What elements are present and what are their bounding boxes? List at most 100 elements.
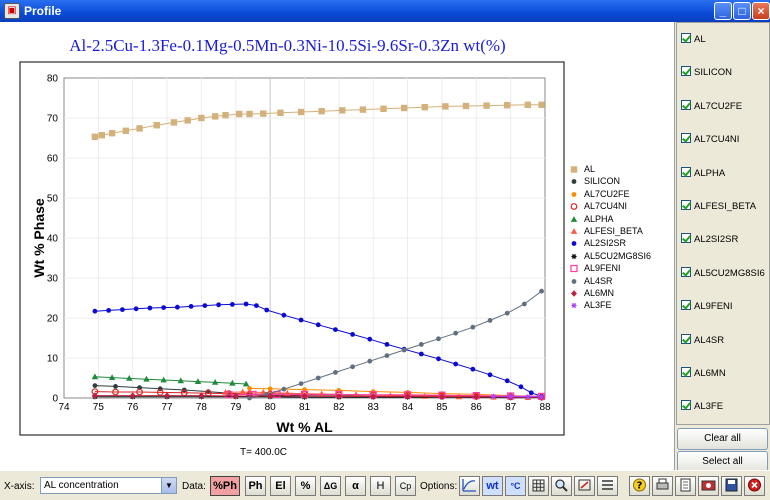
clear-all-button[interactable]: Clear all xyxy=(677,428,768,450)
gibbs-button[interactable]: ΔG xyxy=(320,476,341,496)
minimize-button[interactable]: _ xyxy=(714,2,732,20)
checkbox[interactable] xyxy=(681,400,691,411)
data-point xyxy=(380,105,387,112)
xaxis-select[interactable]: AL concentration ▼ xyxy=(40,477,177,494)
checkbox[interactable] xyxy=(681,333,691,344)
y-tick-label: 70 xyxy=(47,114,59,125)
series-al2si2sr xyxy=(92,301,544,399)
copy-icon[interactable] xyxy=(675,476,696,496)
data-point xyxy=(254,303,259,308)
checkbox[interactable] xyxy=(681,133,691,144)
phase-checkbox-item[interactable]: AL9FENI xyxy=(681,300,767,314)
checkbox[interactable] xyxy=(681,66,691,77)
save-icon[interactable] xyxy=(721,476,742,496)
phase-button[interactable]: Ph xyxy=(245,476,266,496)
xaxis-label: X-axis: xyxy=(4,481,35,492)
plot-panel: Al-2.5Cu-1.3Fe-0.1Mg-0.5Mn-0.3Ni-10.5Si-… xyxy=(0,22,675,470)
exit-icon[interactable] xyxy=(744,476,765,496)
data-point xyxy=(302,387,307,392)
phase-checkbox-item[interactable]: ALPHA xyxy=(681,166,767,181)
app-icon: ▣ xyxy=(4,3,20,19)
data-point xyxy=(136,125,143,132)
export-icon[interactable] xyxy=(698,476,719,496)
legend-item: SILICON xyxy=(566,175,671,187)
phase-checkbox-item[interactable]: AL4SR xyxy=(681,333,767,348)
phase-checkbox-item[interactable]: AL6MN xyxy=(681,367,767,381)
data-point xyxy=(247,386,252,391)
percent-phase-button[interactable]: %Ph xyxy=(210,476,240,496)
data-point xyxy=(126,375,133,381)
phase-checkbox-item[interactable]: AL3FE xyxy=(681,400,767,414)
legend-item: AL5CU2MG8SI6 xyxy=(566,250,671,262)
phase-checkbox-item[interactable]: AL7CU4NI xyxy=(681,133,767,147)
data-point xyxy=(198,392,205,399)
close-window-button[interactable]: × xyxy=(752,2,770,20)
data-point xyxy=(246,110,253,118)
legend-label: ALFESI_BETA xyxy=(584,225,643,236)
x-tick-label: 85 xyxy=(436,402,448,413)
x-tick-label: 78 xyxy=(196,402,208,413)
data-point xyxy=(438,393,445,400)
phase-checkbox-item[interactable]: AL2SI2SR xyxy=(681,233,767,247)
checkbox[interactable] xyxy=(681,33,691,43)
legend-marker-shape xyxy=(571,241,577,247)
legend-label: AL5CU2MG8SI6 xyxy=(584,250,652,261)
alpha-button[interactable]: α xyxy=(345,476,366,496)
fit-view-icon[interactable] xyxy=(574,476,595,496)
percent-button[interactable]: % xyxy=(295,476,316,496)
data-point xyxy=(267,392,274,400)
data-point xyxy=(91,133,99,140)
phase-checkbox-item[interactable]: AL7CU2FE xyxy=(681,99,767,114)
legend-item: ALFESI_BETA xyxy=(566,225,671,237)
list-icon[interactable] xyxy=(597,476,618,496)
checkbox[interactable] xyxy=(681,166,691,177)
legend-marker-shape xyxy=(570,228,578,234)
checkbox[interactable] xyxy=(681,266,691,277)
x-tick-label: 75 xyxy=(93,402,105,413)
temperature-label: T= 400.0C xyxy=(240,447,287,458)
y-tick-label: 0 xyxy=(52,394,58,405)
legend-label: AL7CU2FE xyxy=(584,188,630,199)
data-point xyxy=(232,392,239,400)
checkbox[interactable] xyxy=(681,367,691,377)
data-point xyxy=(229,379,236,386)
legend-item: AL7CU4NI xyxy=(566,200,671,212)
legend-marker-shape xyxy=(570,203,578,211)
legend-marker xyxy=(570,265,578,273)
data-point xyxy=(216,302,222,308)
data-point xyxy=(504,378,510,384)
phase-checkbox-item[interactable]: ALFESI_BETA xyxy=(681,200,767,214)
data-point xyxy=(122,127,130,134)
data-point xyxy=(470,366,476,372)
element-button[interactable]: El xyxy=(270,476,291,496)
checkbox[interactable] xyxy=(681,233,691,244)
data-point xyxy=(92,383,98,388)
svg-text:?: ? xyxy=(637,481,643,492)
phase-checkbox-item[interactable]: SILICON xyxy=(681,66,767,80)
data-point xyxy=(525,394,531,400)
celsius-button[interactable]: °C xyxy=(505,476,526,496)
maximize-button[interactable]: □ xyxy=(733,2,751,20)
log-scale-icon[interactable] xyxy=(459,476,480,496)
help-icon[interactable]: ? xyxy=(629,476,650,496)
print-icon[interactable] xyxy=(652,476,673,496)
checkbox[interactable] xyxy=(681,300,691,311)
data-point xyxy=(483,102,490,109)
checkbox-label: AL3FE xyxy=(694,401,724,413)
legend-marker-shape xyxy=(571,253,577,259)
enthalpy-button[interactable]: H xyxy=(370,476,391,496)
chevron-down-icon[interactable]: ▼ xyxy=(161,478,176,493)
data-point xyxy=(143,375,150,382)
phase-chart[interactable]: 74 75 76 77 78 79 80 81 82 83 84 85 86 87 88 0 10 20 30 40 5… xyxy=(0,22,675,470)
grid-icon[interactable] xyxy=(528,476,549,496)
legend-label: ALPHA xyxy=(584,213,614,224)
checkbox[interactable] xyxy=(681,99,691,110)
weight-units-button[interactable]: wt xyxy=(482,476,503,496)
phase-checkbox-item[interactable]: AL xyxy=(681,33,767,47)
zoom-icon[interactable] xyxy=(551,476,572,496)
phase-checkbox-item[interactable]: AL5CU2MG8SI6 xyxy=(681,266,767,281)
y-tick-label: 20 xyxy=(47,314,59,325)
checkbox[interactable] xyxy=(681,200,691,210)
heat-capacity-button[interactable]: Cp xyxy=(395,476,416,496)
data-point xyxy=(487,318,493,323)
